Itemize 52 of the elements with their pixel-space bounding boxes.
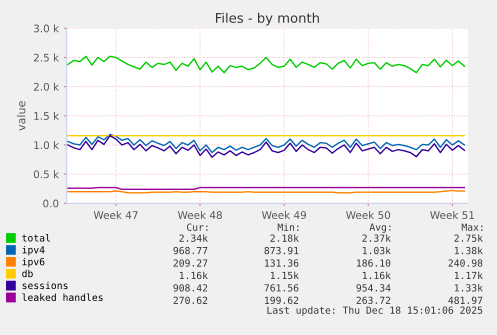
- x-tick-label: Week 47: [94, 210, 138, 219]
- text: 873.91: [264, 246, 298, 254]
- text: 2.34k: [179, 234, 208, 242]
- x-tick-label: Week 50: [346, 210, 390, 219]
- text: 1.33k: [454, 284, 483, 292]
- legend-label: ipv4: [22, 246, 45, 256]
- text: 2.18k: [270, 234, 299, 242]
- y-tick-label: 1.0 k: [34, 141, 60, 150]
- text: 2.75k: [454, 234, 483, 242]
- text: 954.34: [356, 284, 391, 292]
- legend-label: total: [22, 234, 50, 242]
- text: 240.98: [448, 259, 482, 267]
- text: 1.16k: [362, 272, 391, 280]
- text: 2.37k: [362, 234, 391, 242]
- text: 1.17k: [454, 272, 483, 279]
- text: 131.36: [265, 259, 298, 267]
- legend-label: sessions: [22, 282, 68, 290]
- y-tick-label: 0.5 k: [34, 170, 60, 178]
- text: Max:: [462, 224, 482, 231]
- chart-title: Files - by month: [216, 12, 319, 26]
- text: Min:: [278, 223, 298, 231]
- y-tick-label: 2.5 k: [34, 54, 60, 62]
- text: 209.27: [174, 259, 208, 267]
- text: 1.15k: [270, 272, 299, 280]
- text: 1.16k: [180, 272, 208, 280]
- text: 263.72: [356, 296, 390, 304]
- y-tick-label: 0.0: [43, 200, 58, 208]
- y-tick-label: 3.0 k: [34, 24, 60, 32]
- text: 270.62: [174, 296, 208, 304]
- text: 199.62: [265, 296, 298, 304]
- line-series: [67, 134, 466, 154]
- legend-label: ipv6: [22, 258, 44, 268]
- text: Last update: Thu Dec 18 15:01:06 2025: [267, 306, 482, 316]
- x-tick-label: Week 49: [262, 210, 306, 219]
- x-tick-label: Week 51: [430, 210, 474, 219]
- text: Cur:: [187, 223, 208, 231]
- text: 1.03k: [362, 246, 391, 254]
- legend-label: leaked handles: [22, 293, 103, 302]
- y-tick-label: 2.0 k: [34, 82, 60, 91]
- y-axis-title: value: [16, 101, 26, 131]
- text: 1.38k: [454, 246, 483, 254]
- text: 908.42: [173, 284, 208, 292]
- text: 761.56: [264, 284, 298, 292]
- text: Avg:: [370, 224, 390, 233]
- text: 186.10: [357, 259, 390, 267]
- y-tick-label: 1.5 k: [34, 112, 60, 120]
- line-series: [67, 56, 466, 74]
- x-tick-label: Week 48: [178, 210, 222, 219]
- text: 968.77: [173, 246, 208, 254]
- line-series: [67, 134, 466, 158]
- legend-label: db: [22, 270, 33, 278]
- text: 481.97: [448, 296, 482, 304]
